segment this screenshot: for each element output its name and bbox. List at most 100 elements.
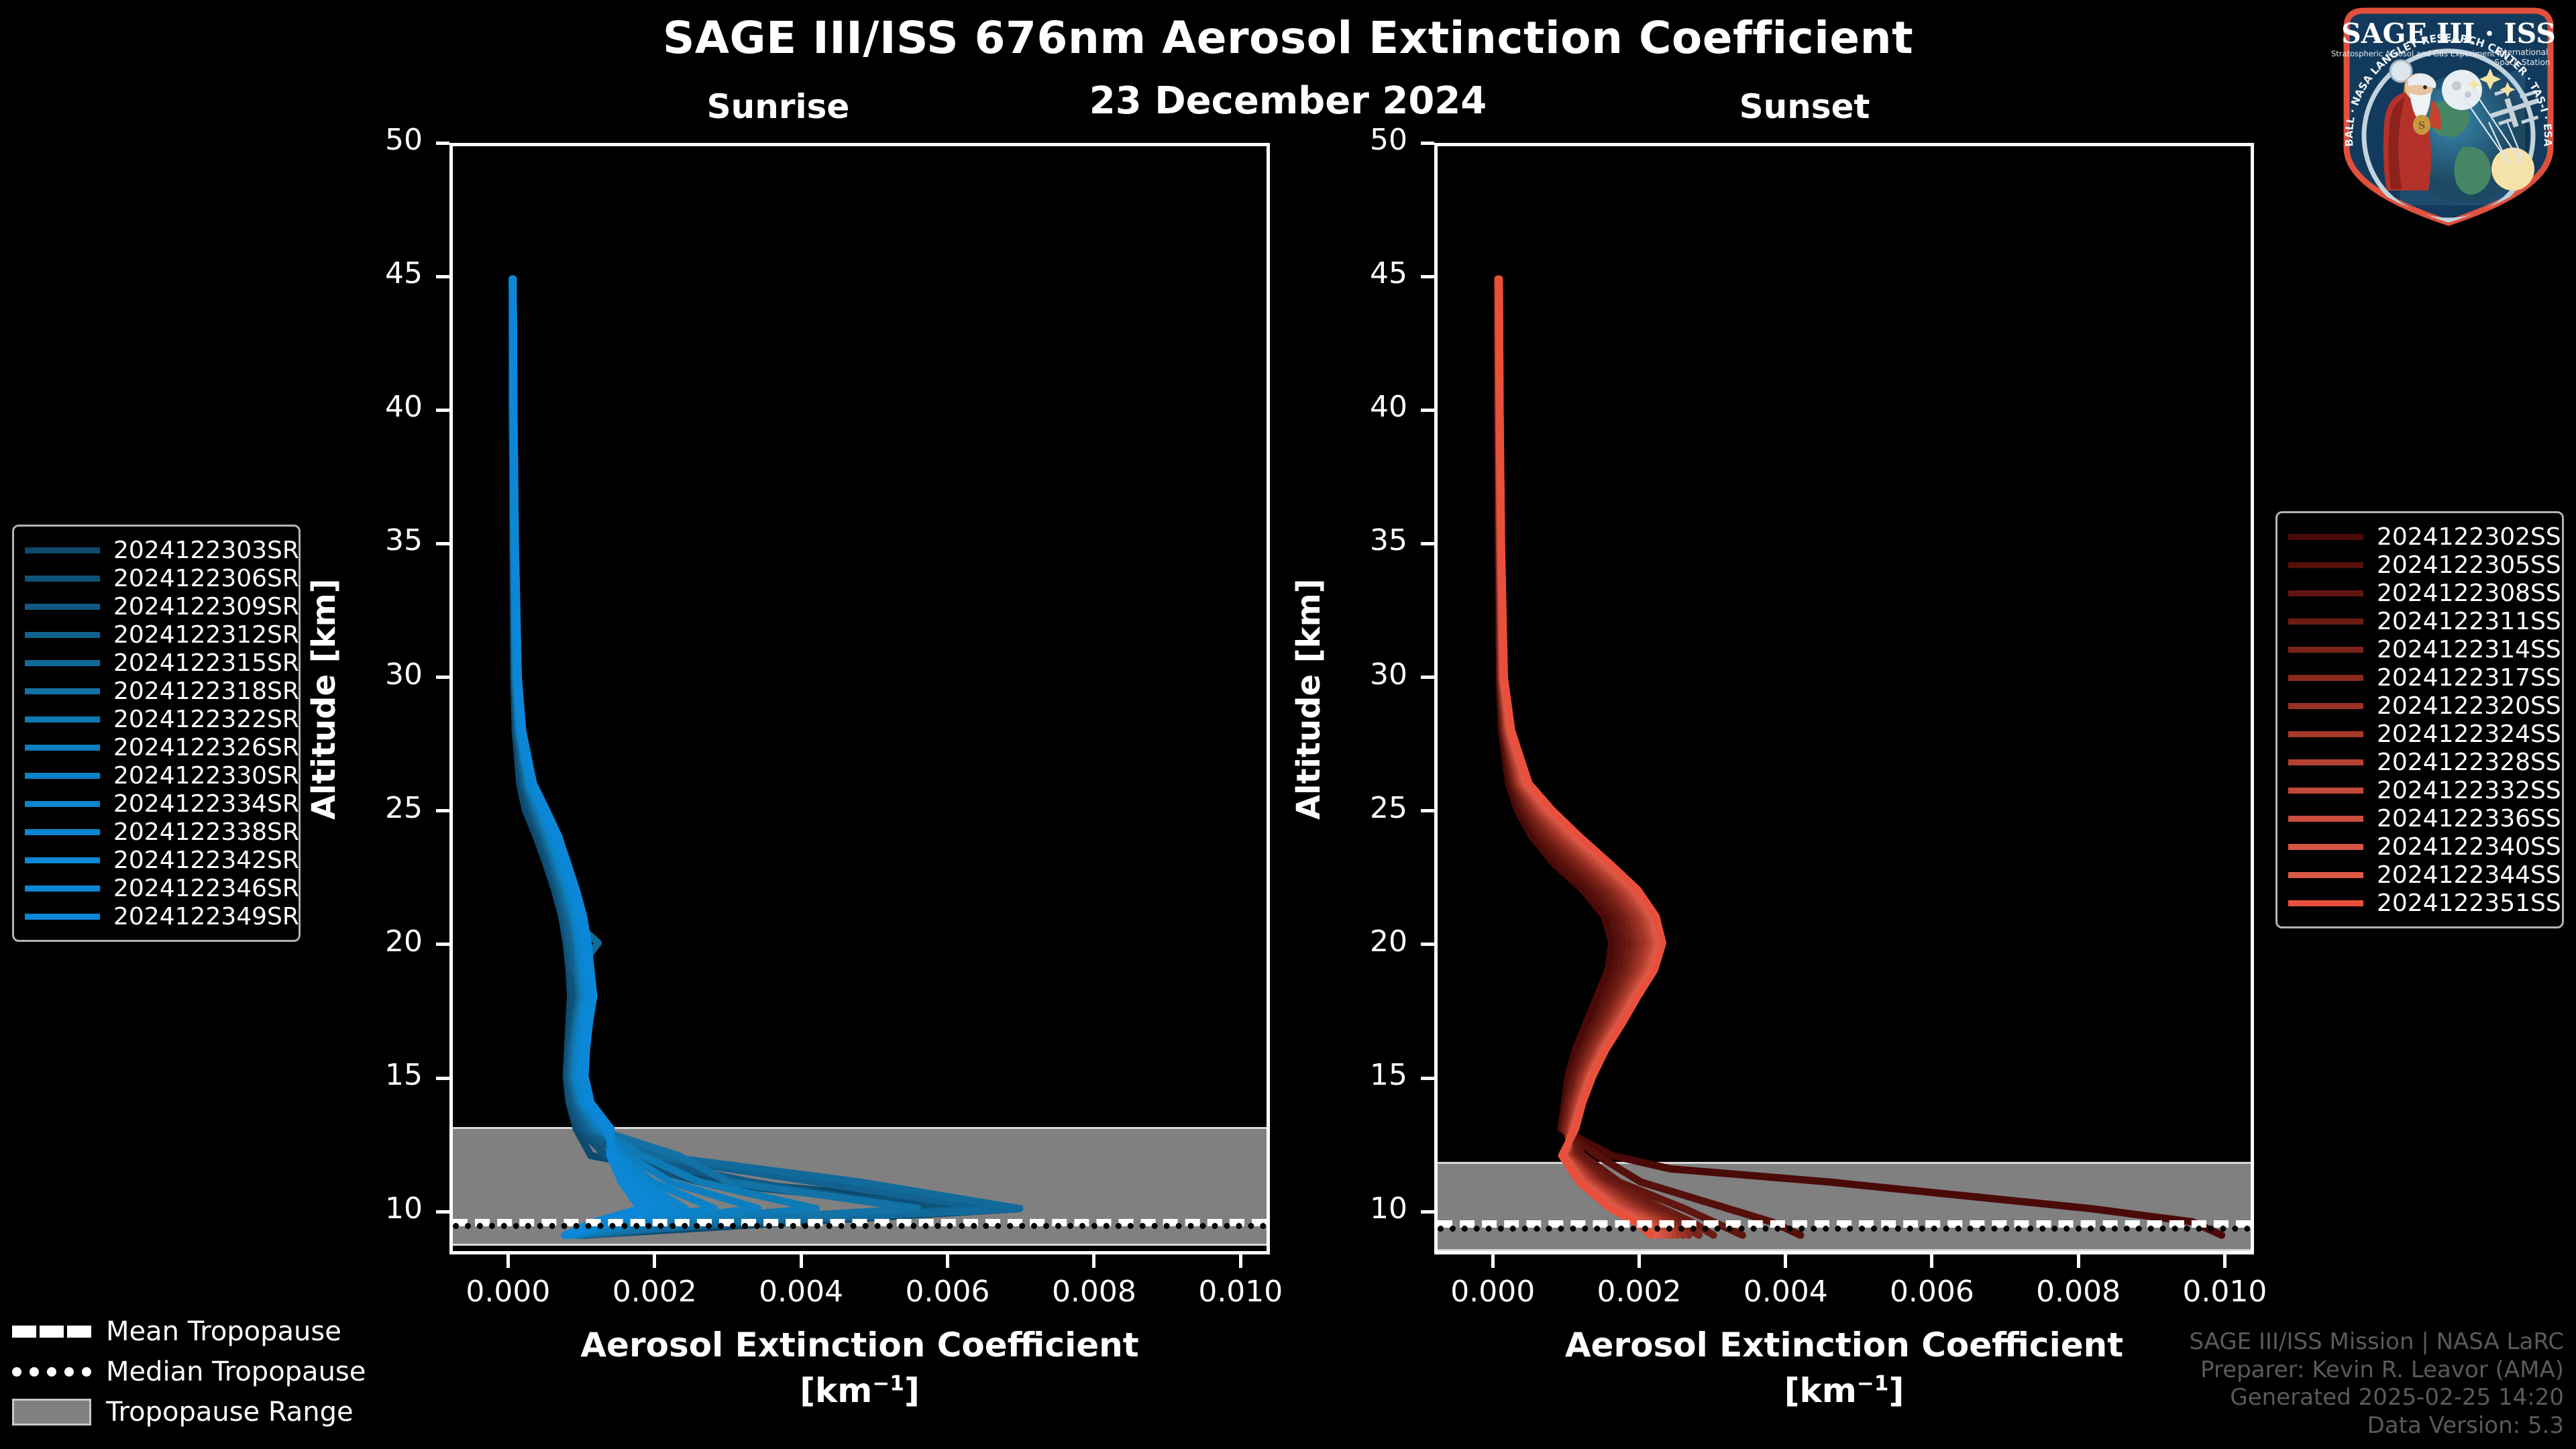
sunset-plot-area (1438, 146, 2251, 1251)
tropopause-legend-item: Tropopause Range (12, 1392, 366, 1432)
legend-item[interactable]: 2024122334SR (25, 790, 299, 818)
sunset-y-tick-label-15: 15 (1370, 1058, 1407, 1093)
svg-text:S: S (2418, 119, 2426, 131)
legend-color-swatch (25, 857, 100, 863)
sunset-x-tick (2076, 1254, 2080, 1268)
credits-line-generated: Generated 2025-02-25 14:20 (2230, 1384, 2564, 1411)
legend-item-label: 2024122326SR (113, 733, 299, 761)
legend-item[interactable]: 2024122324SS (2288, 720, 2561, 748)
sunrise-y-tick (436, 943, 449, 947)
legend-item-label: 2024122344SS (2377, 861, 2561, 889)
sunrise-x-tick-label-0.006: 0.006 (905, 1275, 990, 1309)
sunrise-x-tick (799, 1254, 803, 1268)
sunrise-y-tick (436, 1210, 449, 1214)
legend-item[interactable]: 2024122309SR (25, 592, 299, 621)
legend-item[interactable]: 2024122317SS (2288, 663, 2561, 692)
legend-item-label: 2024122308SS (2377, 579, 2561, 607)
sunset-y-tick-label-20: 20 (1370, 924, 1407, 959)
legend-item[interactable]: 2024122303SR (25, 536, 299, 564)
sunrise-series-legend[interactable]: 2024122303SR 2024122306SR 2024122309SR 2024… (12, 525, 301, 942)
sunset-median-tropopause-line (1438, 1226, 2251, 1232)
legend-color-swatch (2288, 533, 2363, 540)
sunrise-x-tick-label-0.010: 0.010 (1198, 1275, 1283, 1309)
sunset-x-tick (1930, 1254, 1934, 1268)
sunrise-y-tick-label-10: 10 (385, 1191, 423, 1226)
sunset-y-tick (1421, 541, 1434, 545)
legend-item[interactable]: 2024122314SS (2288, 635, 2561, 663)
legend-item-label: 2024122351SS (2377, 889, 2561, 917)
legend-item[interactable]: 2024122322SR (25, 705, 299, 733)
legend-item[interactable]: 2024122312SR (25, 621, 299, 649)
sunset-y-tick (1421, 141, 1434, 145)
sunrise-y-tick-label-25: 25 (385, 790, 423, 825)
legend-color-swatch (2288, 900, 2363, 906)
sunrise-x-tick-label-0.002: 0.002 (612, 1275, 697, 1309)
legend-color-swatch (2288, 843, 2363, 850)
legend-item-label: 2024122320SS (2377, 692, 2561, 720)
legend-color-swatch (25, 631, 100, 638)
legend-item[interactable]: 2024122351SS (2288, 889, 2561, 917)
legend-item[interactable]: 2024122340SS (2288, 833, 2561, 861)
legend-item[interactable]: 2024122315SR (25, 649, 299, 677)
legend-item[interactable]: 2024122318SR (25, 677, 299, 705)
legend-item[interactable]: 2024122320SS (2288, 692, 2561, 720)
sunset-y-tick-label-30: 30 (1370, 657, 1407, 692)
sunset-y-tick (1421, 809, 1434, 813)
legend-item[interactable]: 2024122338SR (25, 818, 299, 846)
legend-item[interactable]: 2024122342SR (25, 846, 299, 874)
legend-color-swatch (25, 547, 100, 553)
sunrise-x-tick (1238, 1254, 1242, 1268)
legend-item-label: 2024122330SR (113, 761, 299, 790)
legend-item-label: 2024122314SS (2377, 635, 2561, 663)
credits-line-mission: SAGE III/ISS Mission | NASA LaRC (2189, 1328, 2564, 1356)
logo-subtitle-left: Stratospheric Aerosol and Gas Experiment… (2331, 49, 2504, 58)
sunset-y-tick-label-45: 45 (1370, 256, 1407, 291)
legend-item-label: 2024122336SS (2377, 804, 2561, 833)
legend-item-label: 2024122305SS (2377, 551, 2561, 579)
legend-item-label: 2024122306SR (113, 564, 299, 592)
legend-item[interactable]: 2024122336SS (2288, 804, 2561, 833)
legend-item[interactable]: 2024122328SS (2288, 748, 2561, 776)
credits-line-preparer: Preparer: Kevin R. Leavor (AMA) (2200, 1356, 2564, 1383)
legend-item[interactable]: 2024122330SR (25, 761, 299, 790)
legend-item[interactable]: 2024122344SS (2288, 861, 2561, 889)
series-line (1495, 275, 1693, 1239)
legend-item[interactable]: 2024122332SS (2288, 776, 2561, 804)
legend-item-label: 2024122342SR (113, 846, 299, 874)
legend-color-swatch (2288, 561, 2363, 568)
page-subtitle: 23 December 2024 (1089, 79, 1487, 123)
legend-item[interactable]: 2024122302SS (2288, 523, 2561, 551)
sunrise-x-tick-label-0.008: 0.008 (1051, 1275, 1136, 1309)
legend-color-swatch (25, 744, 100, 751)
legend-item[interactable]: 2024122305SS (2288, 551, 2561, 579)
legend-item[interactable]: 2024122311SS (2288, 607, 2561, 635)
legend-color-swatch (25, 603, 100, 610)
sunset-series-legend[interactable]: 2024122302SS 2024122305SS 2024122308SS 2024… (2275, 511, 2564, 928)
legend-item-label: 2024122338SR (113, 818, 299, 846)
sunrise-x-tick-label-0.004: 0.004 (759, 1275, 844, 1309)
sunrise-mean-tropopause-line (453, 1219, 1267, 1227)
legend-item-label: 2024122302SS (2377, 523, 2561, 551)
legend-color-swatch (25, 772, 100, 779)
legend-item[interactable]: 2024122326SR (25, 733, 299, 761)
legend-item[interactable]: 2024122306SR (25, 564, 299, 592)
legend-item[interactable]: 2024122346SR (25, 874, 299, 902)
sunrise-y-tick (436, 676, 449, 680)
legend-item-label: 2024122315SR (113, 649, 299, 677)
sunset-plot-axes (1434, 143, 2254, 1254)
sunset-x-tick-label-0.006: 0.006 (1889, 1275, 1974, 1309)
sunrise-y-tick-label-15: 15 (385, 1058, 423, 1093)
legend-color-swatch (2288, 871, 2363, 878)
legend-item-label: 2024122349SR (113, 902, 299, 930)
sunrise-y-tick-label-35: 35 (385, 523, 423, 558)
legend-color-swatch (2288, 618, 2363, 625)
sunrise-x-tick (653, 1254, 657, 1268)
sunrise-panel-label: Sunrise (706, 87, 850, 126)
sunrise-y-tick-label-20: 20 (385, 924, 423, 959)
sunrise-y-tick (436, 541, 449, 545)
legend-item[interactable]: 2024122308SS (2288, 579, 2561, 607)
sunset-y-tick (1421, 943, 1434, 947)
legend-item[interactable]: 2024122349SR (25, 902, 299, 930)
series-line (1494, 275, 2226, 1239)
sunrise-y-tick-label-50: 50 (385, 123, 423, 157)
